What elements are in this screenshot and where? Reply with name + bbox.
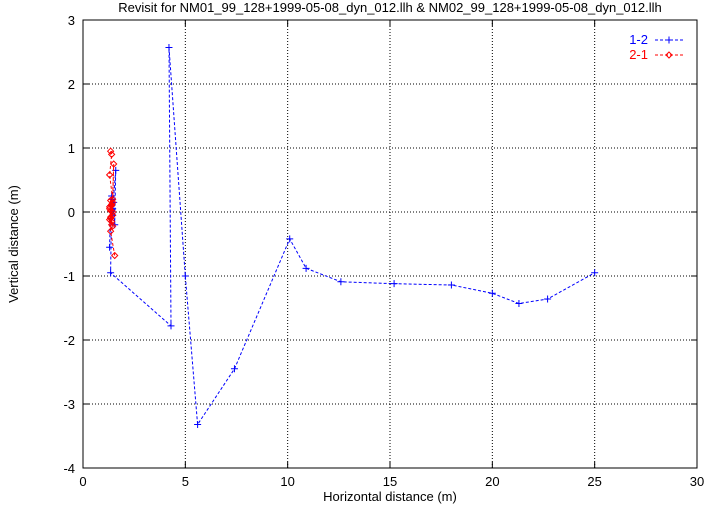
legend-label: 2-1: [629, 47, 648, 62]
legend: 1-22-1: [629, 32, 684, 62]
plus-marker: [390, 280, 398, 288]
plus-marker: [302, 264, 310, 272]
plus-marker: [665, 36, 673, 44]
series-2-1: [105, 147, 119, 260]
diamond-marker: [107, 221, 116, 229]
plus-marker: [447, 281, 455, 289]
plot-frame: [82, 19, 698, 469]
x-tick-label: 0: [79, 474, 86, 489]
plus-marker: [488, 289, 496, 297]
diamond-marker: [106, 227, 115, 235]
plus-marker: [337, 278, 345, 286]
x-tick-label: 15: [383, 474, 397, 489]
grid-lines: [83, 20, 697, 468]
diamond-marker: [105, 171, 114, 179]
plus-marker: [286, 235, 294, 243]
y-tick-label: 1: [68, 141, 75, 156]
diamond-marker: [105, 203, 114, 211]
plus-marker: [107, 269, 115, 277]
series-1-2: [106, 44, 599, 428]
plus-marker: [165, 44, 173, 52]
diamond-marker: [106, 147, 115, 155]
y-tick-label: 2: [68, 77, 75, 92]
x-axis-label: Horizontal distance (m): [323, 489, 457, 504]
plus-marker: [194, 420, 202, 428]
diamond-marker: [107, 150, 116, 159]
x-tick-label: 30: [690, 474, 704, 489]
y-axis-label: Vertical distance (m): [6, 185, 21, 303]
plus-marker: [167, 322, 175, 330]
plus-marker: [106, 243, 114, 251]
diamond-marker: [105, 215, 114, 224]
y-tick-label: -4: [63, 461, 75, 476]
x-tick-label: 20: [485, 474, 499, 489]
legend-label: 1-2: [629, 32, 648, 47]
diamond-marker: [108, 208, 117, 216]
diamond-marker: [106, 213, 115, 221]
x-tick-label: 5: [182, 474, 189, 489]
y-tick-label: -3: [63, 397, 75, 412]
y-tick-label: 3: [68, 13, 75, 28]
plus-marker: [181, 272, 189, 280]
y-tick-label: -1: [63, 269, 75, 284]
plus-marker: [230, 365, 238, 373]
diamond-marker: [109, 160, 118, 168]
chart-title: Revisit for NM01_99_128+1999-05-08_dyn_0…: [118, 0, 662, 15]
y-tick-label: 0: [68, 205, 75, 220]
series-line: [109, 47, 595, 426]
y-tick-label: -2: [63, 333, 75, 348]
axis-ticks: 0 5 10 15 20 25 30 -4 -3 -2 -1 0 1 2 3: [63, 13, 704, 489]
diamond-marker: [665, 51, 673, 59]
x-tick-label: 25: [587, 474, 601, 489]
plus-marker: [591, 269, 599, 277]
series-layer: [105, 44, 599, 428]
x-tick-label: 10: [280, 474, 294, 489]
plus-marker: [544, 295, 552, 303]
diamond-marker: [108, 198, 117, 207]
plus-marker: [515, 300, 523, 308]
diamond-marker: [111, 251, 119, 260]
